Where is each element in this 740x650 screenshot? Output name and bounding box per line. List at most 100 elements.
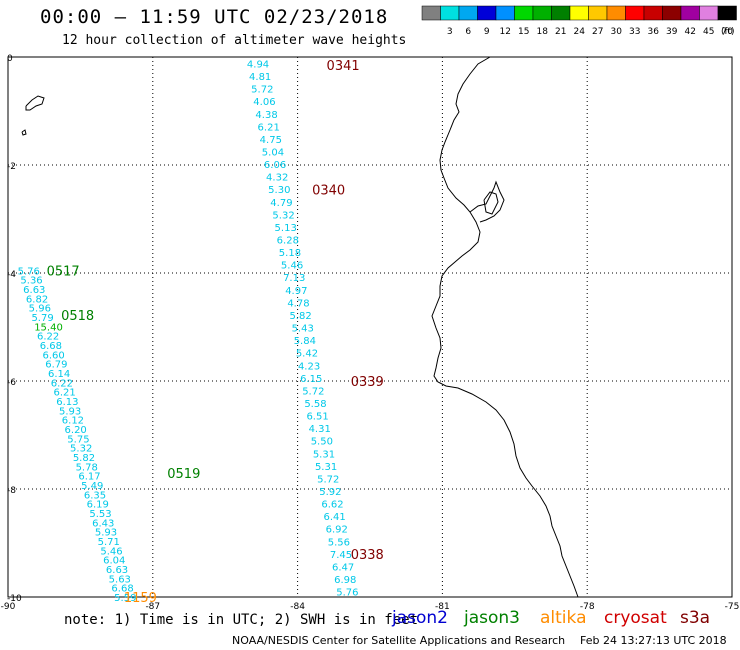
- swh-value: 6.17: [78, 472, 100, 483]
- scale-label: 36: [648, 27, 660, 37]
- swh-value: 4.31: [309, 424, 331, 435]
- swh-value: 5.04: [262, 148, 284, 159]
- swh-value: 5.42: [296, 349, 318, 360]
- scale-label: 42: [685, 27, 696, 37]
- swh-value: 6.82: [26, 294, 48, 305]
- footer-credit: NOAA/NESDIS Center for Satellite Applica…: [232, 634, 566, 647]
- swh-value: 6.21: [54, 388, 76, 399]
- scale-label: 39: [666, 27, 678, 37]
- swh-value: 5.31: [313, 449, 335, 460]
- swh-value: 7.13: [283, 273, 305, 284]
- swh-value: 6.14: [48, 369, 70, 380]
- swh-value: 5.59: [114, 593, 136, 604]
- graticule: [8, 57, 732, 597]
- swh-value: 4.38: [255, 110, 277, 121]
- swh-value: 5.72: [302, 386, 324, 397]
- swh-value: 6.51: [306, 412, 328, 423]
- scale-label: 24: [574, 27, 586, 37]
- scale-swatch: [717, 5, 737, 21]
- lon-tick-label: -84: [290, 602, 305, 612]
- swh-value: 6.63: [23, 285, 45, 296]
- pass-time: 0338: [351, 548, 384, 563]
- swh-value: 6.12: [62, 416, 84, 427]
- legend-jason3: jason3: [464, 608, 520, 628]
- scale-label: 12: [500, 27, 511, 37]
- swh-value: 6.19: [87, 500, 109, 511]
- swh-value: 6.21: [258, 122, 280, 133]
- map-canvas: -90 -87 -84 -81 -78 -75 0 -2 -4 -6 -8 -10 4.94 4.81 5…: [1, 54, 740, 612]
- swh-value: 5.43: [292, 324, 314, 335]
- swh-value: 15.40: [34, 322, 63, 333]
- pass-time-labels: 0341 0340 0339 0338 0517 0518 0519 1159: [47, 59, 384, 606]
- swh-value: 6.68: [111, 584, 133, 595]
- swh-value: 5.32: [272, 210, 294, 221]
- swh-value: 5.31: [315, 462, 337, 473]
- swh-value: 6.62: [321, 500, 343, 511]
- swh-value: 5.71: [98, 537, 120, 548]
- swh-value: 6.15: [300, 374, 322, 385]
- swh-value: 5.93: [95, 528, 117, 539]
- pass-time: 0517: [47, 264, 80, 279]
- galapagos-island: [25, 95, 45, 111]
- swh-value: 5.30: [268, 185, 290, 196]
- coastline: [21, 56, 579, 598]
- swh-value: 5.50: [311, 437, 333, 448]
- swh-value: 5.96: [29, 304, 51, 315]
- swh-value: 5.46: [100, 546, 122, 557]
- pass-time: 0518: [61, 309, 94, 324]
- swh-value: 6.63: [106, 565, 128, 576]
- lat-tick-label: -8: [7, 486, 16, 496]
- page-subtitle: 12 hour collection of altimeter wave hei…: [62, 33, 407, 48]
- swh-value: 6.41: [323, 512, 345, 523]
- swh-value: 5.49: [81, 481, 103, 492]
- legend-altika: altika: [540, 608, 587, 628]
- swh-value: 6.04: [103, 556, 125, 567]
- footer-timestamp: Feb 24 13:27:13 UTC 2018: [580, 634, 727, 647]
- swh-value: 5.53: [89, 509, 111, 520]
- pass-time: 0341: [327, 59, 360, 74]
- scale-label: 21: [555, 27, 566, 37]
- scale-label: 3: [447, 27, 453, 37]
- coastline-gulf: [469, 180, 505, 223]
- swh-value: 6.20: [65, 425, 87, 436]
- swh-value: 6.13: [56, 397, 78, 408]
- footer-note: note: 1) Time is in UTC; 2) SWH is in fe…: [64, 612, 419, 628]
- legend-cryosat: cryosat: [604, 608, 667, 628]
- swh-value: 5.58: [304, 399, 326, 410]
- swh-value: 5.13: [275, 223, 297, 234]
- legend-jason2: jason2: [392, 608, 448, 628]
- coastline-island: [483, 191, 499, 215]
- swh-value: 6.35: [84, 490, 106, 501]
- scale-label: 15: [518, 27, 529, 37]
- legend-s3a: s3a: [680, 608, 711, 628]
- swh-value: 5.79: [31, 313, 53, 324]
- lat-tick-label: 0: [7, 54, 13, 64]
- swh-value: 6.47: [332, 562, 354, 573]
- swh-value: 5.84: [294, 336, 316, 347]
- swh-tracks: 4.944.815.724.064.386.214.755.046.064.32…: [18, 59, 359, 604]
- swh-value: 6.43: [92, 518, 114, 529]
- scale-label: 30: [611, 27, 623, 37]
- scale-unit: (ft): [721, 27, 735, 37]
- swh-value: 7.45: [330, 550, 352, 561]
- swh-value: 6.60: [42, 350, 64, 361]
- lat-tick-label: -2: [7, 162, 16, 172]
- swh-value: 5.32: [70, 444, 92, 455]
- scale-label: 27: [592, 27, 603, 37]
- swh-value: 5.56: [328, 537, 350, 548]
- scale-label: 18: [537, 27, 549, 37]
- swh-value: 6.06: [264, 160, 286, 171]
- swh-value: 5.72: [251, 85, 273, 96]
- swh-value: 4.78: [287, 298, 309, 309]
- lat-tick-label: -6: [7, 378, 16, 388]
- swh-value: 5.63: [109, 574, 131, 585]
- swh-value: 4.23: [298, 361, 320, 372]
- swh-value: 4.97: [285, 286, 307, 297]
- swh-value: 5.36: [20, 276, 42, 287]
- pass-time: 1159: [124, 591, 157, 606]
- scale-label: 9: [484, 27, 490, 37]
- lon-tick-label: -75: [725, 602, 740, 612]
- swh-value: 4.32: [266, 173, 288, 184]
- swh-value: 5.72: [317, 474, 339, 485]
